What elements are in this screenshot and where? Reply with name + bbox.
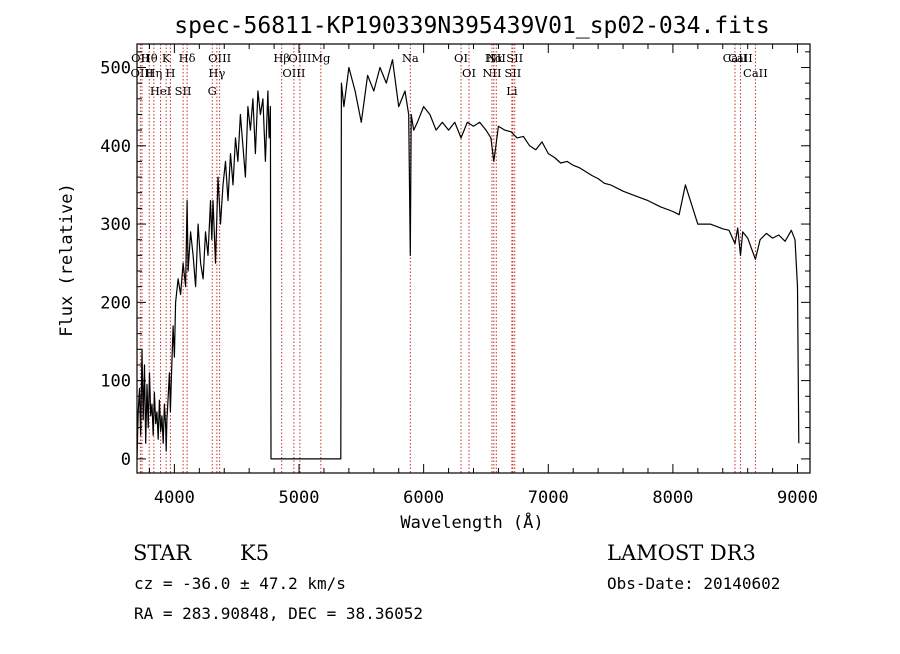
line-label: K — [162, 51, 171, 65]
line-label: CaII — [743, 66, 768, 80]
object-class: STAR — [133, 541, 192, 565]
x-tick-label: 4000 — [154, 488, 195, 508]
x-tick-label: 7000 — [528, 488, 569, 508]
x-tick-label: 6000 — [403, 488, 444, 508]
y-tick-label: 0 — [121, 450, 131, 470]
line-label: OII — [131, 51, 150, 65]
x-axis-label: Wavelength (Å) — [400, 511, 543, 533]
emission-line-markers — [139, 44, 756, 473]
coordinates: RA = 283.90848, DEC = 38.36052 — [134, 604, 423, 623]
line-label: OIII — [282, 66, 305, 80]
survey-name: LAMOST DR3 — [607, 541, 756, 565]
line-label: HeI — [150, 84, 171, 98]
line-label: CaII — [728, 51, 753, 65]
line-label: OIII — [208, 51, 231, 65]
x-tick-label: 8000 — [652, 488, 693, 508]
line-label: OI — [454, 51, 468, 65]
x-tick-label: 9000 — [777, 488, 818, 508]
line-label: Li — [506, 84, 518, 98]
line-label: Hα — [485, 51, 503, 65]
line-label: OIII — [130, 66, 153, 80]
line-label: G — [208, 84, 217, 98]
redshift-value: cz = -36.0 ± 47.2 km/s — [134, 574, 346, 593]
line-label: Na — [402, 51, 419, 65]
line-label: Hδ — [179, 51, 196, 65]
line-label: SII — [175, 84, 192, 98]
x-tick-label: 5000 — [279, 488, 320, 508]
y-tick-label: 500 — [100, 58, 131, 78]
line-label: NII — [482, 66, 501, 80]
observation-date: Obs-Date: 20140602 — [607, 574, 780, 593]
line-label: CaII — [723, 51, 748, 65]
y-axis-ticks: 0 100 200 300 400 500 — [100, 51, 810, 470]
y-tick-label: 200 — [100, 293, 131, 313]
spectrum-line — [136, 59, 800, 460]
spectral-subclass: K5 — [240, 541, 269, 565]
line-label: Hη — [145, 66, 162, 80]
y-tick-label: 300 — [100, 215, 131, 235]
line-label: SII — [504, 66, 521, 80]
line-label: Hγ — [208, 66, 225, 80]
y-tick-label: 400 — [100, 137, 131, 157]
line-label: NII — [487, 51, 506, 65]
x-axis-ticks: 4000 5000 6000 7000 8000 9000 — [148, 44, 818, 508]
line-label: Hθ — [141, 51, 158, 65]
line-label: OI — [462, 66, 476, 80]
line-label: Mg — [311, 51, 331, 65]
line-label: Hβ — [273, 51, 290, 65]
y-tick-label: 100 — [100, 372, 131, 392]
line-label: H — [165, 66, 175, 80]
plot-frame — [136, 43, 811, 474]
y-axis-label: Flux (relative) — [57, 183, 77, 337]
chart-title: spec-56811-KP190339N395439V01_sp02-034.f… — [174, 13, 769, 39]
line-label: OIII — [288, 51, 311, 65]
line-label: SII — [506, 51, 523, 65]
